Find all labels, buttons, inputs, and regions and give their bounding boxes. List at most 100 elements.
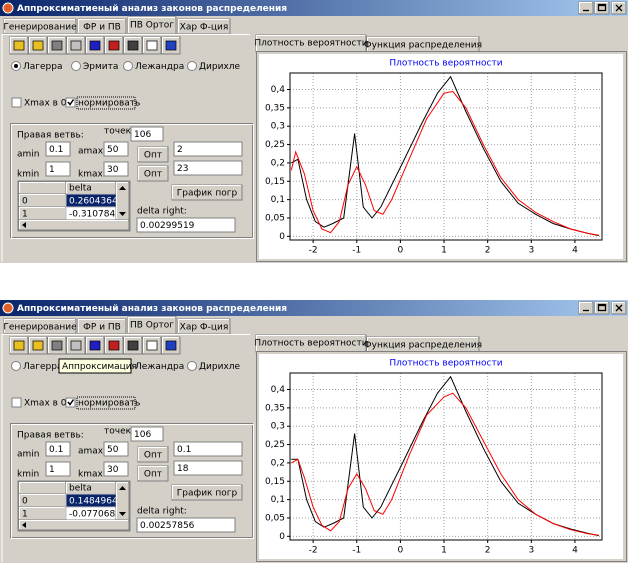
tab-label: ПВ Ортог (130, 321, 174, 331)
tab-page-border (1, 34, 250, 262)
toolbar-icon (108, 40, 120, 51)
delta-input[interactable] (136, 517, 236, 533)
plot-frame (289, 372, 603, 541)
amin-input[interactable] (45, 441, 71, 457)
maximize-button[interactable] (594, 301, 610, 315)
minimize-button[interactable] (578, 301, 594, 315)
group-box-light (11, 424, 254, 539)
x-tick-label: 1 (441, 246, 447, 256)
opt-value-input-text: 2 (177, 145, 183, 155)
toolbar-button-light (162, 337, 179, 353)
x-tick-label: 2 (485, 546, 491, 556)
grid-corner-light (19, 182, 65, 193)
delta-input-text: 0.00299519 (140, 221, 195, 231)
minimize-button-light (579, 2, 592, 13)
window-title: Аппроксиматиеный анализ законов распреде… (17, 304, 287, 314)
amin-input[interactable] (45, 141, 71, 157)
opt-value-input[interactable] (173, 160, 243, 176)
kmax-input[interactable] (103, 461, 129, 477)
tab-light (4, 319, 75, 333)
opt-button-label: Опт (144, 151, 162, 161)
maximize-button[interactable] (594, 1, 610, 15)
kmin-input-text: 1 (49, 465, 55, 475)
opt-button-label: Опт (144, 470, 162, 480)
maximize-button-light (595, 302, 608, 313)
window-button-glyph (597, 3, 607, 12)
grid-corner (18, 481, 67, 495)
maximize-button-light (595, 2, 608, 13)
grid-cell: 0 (22, 197, 28, 207)
window-button-glyph (615, 4, 623, 12)
chart-tab-label: Функция распределения (364, 41, 482, 51)
label: kmax (78, 170, 103, 180)
window-button-glyph (597, 303, 607, 312)
y-tick-label: 0,1 (271, 195, 285, 205)
toolbar-button-light (143, 337, 160, 353)
toolbar-button-light (86, 37, 103, 53)
toolbar-button-light (124, 37, 141, 53)
kmin-input[interactable] (45, 161, 71, 177)
checkbox[interactable] (11, 97, 22, 108)
grid-cell: 0.1484964 (69, 497, 118, 507)
toolbar-icon (89, 340, 101, 351)
tab-light (178, 19, 229, 33)
chart-tab-label: Плотность вероятности (254, 339, 367, 349)
button-label: График погр (177, 189, 238, 199)
app-icon (2, 302, 14, 314)
window-title: Аппроксиматиеный анализ законов распреде… (17, 4, 287, 14)
amin-input-text: 0.1 (49, 145, 63, 155)
grid-cell: 0 (22, 497, 28, 507)
opt-value-input[interactable] (173, 441, 243, 457)
x-tick-label: 0 (398, 546, 404, 556)
toolbar-button-light (143, 37, 160, 53)
grid-cell: 0.2604364 (69, 197, 118, 207)
y-tick-label: 0,35 (265, 403, 285, 413)
y-tick-label: 0 (279, 532, 285, 542)
kmax-input[interactable] (103, 161, 129, 177)
chart-title: Плотность вероятности (389, 59, 502, 69)
radio-button[interactable] (11, 361, 21, 371)
y-tick-label: 0,05 (265, 513, 285, 523)
delta-input[interactable] (136, 217, 236, 233)
amax-input[interactable] (103, 141, 129, 157)
chart-tab-light (367, 37, 478, 51)
label: delta right: (137, 207, 187, 217)
points-input[interactable] (130, 426, 164, 442)
grid-corner-light (19, 482, 65, 493)
radio-label: Дирихле (199, 362, 241, 372)
x-tick-label: -2 (309, 246, 318, 256)
scroll-arrow (22, 522, 26, 528)
minimize-button[interactable] (578, 1, 594, 15)
data-line (291, 392, 599, 536)
kmin-input[interactable] (45, 461, 71, 477)
radio-button[interactable] (123, 61, 133, 71)
label: точек (104, 127, 132, 137)
checkbox[interactable] (11, 397, 22, 408)
opt-button-label: Опт (144, 451, 162, 461)
chart-tab-label: Функция распределения (364, 341, 482, 351)
radio-button[interactable] (187, 61, 197, 71)
radio-button[interactable] (187, 361, 197, 371)
y-tick-label: 0,05 (265, 213, 285, 223)
opt-button-light (138, 166, 167, 180)
tab-label: ФР и ПВ (83, 323, 121, 333)
minimize-button-light (579, 302, 592, 313)
amax-input[interactable] (103, 441, 129, 457)
scrollbar-h-light (19, 520, 128, 529)
x-tick-label: 4 (572, 246, 578, 256)
y-tick-label: 0,4 (271, 385, 286, 395)
points-input[interactable] (130, 126, 164, 142)
opt-value-input[interactable] (173, 460, 243, 476)
x-tick-label: 0 (398, 246, 404, 256)
kmax-input-text: 30 (107, 465, 119, 475)
radio-button[interactable] (71, 61, 81, 71)
toolbar-icon (165, 40, 177, 51)
tab-label: Генерирование (3, 323, 77, 333)
button-label: График погр (177, 489, 238, 499)
grid-row-header-light (19, 207, 65, 219)
opt-value-input[interactable] (173, 141, 243, 157)
chart-tab-light (256, 35, 365, 51)
group-box (10, 123, 253, 238)
toolbar-button-light (29, 337, 46, 353)
tooltip (58, 358, 132, 374)
